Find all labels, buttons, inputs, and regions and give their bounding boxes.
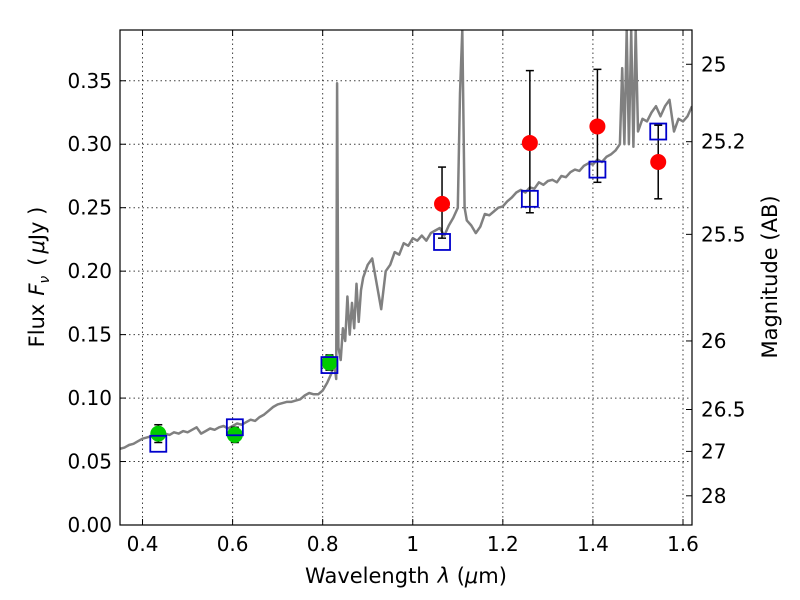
red-data-point <box>589 118 606 135</box>
x-axis-label: Wavelength λ (μm) <box>305 564 507 588</box>
model-photometry-square <box>649 122 668 141</box>
red-data-point <box>521 134 538 151</box>
x-tick-label: 0.8 <box>307 532 339 556</box>
x-tick-label: 1.6 <box>667 532 699 556</box>
x-tick-label: 1.4 <box>577 532 609 556</box>
y-axis-label: FluxFν(μJy ) <box>25 207 53 348</box>
grid <box>120 30 692 526</box>
green-data-point <box>321 354 338 371</box>
y-tick-label: 0.15 <box>67 323 112 347</box>
red-data-point <box>434 195 451 212</box>
y-tick-label: 0.20 <box>67 259 112 283</box>
y-tick-label: 0.35 <box>67 69 112 93</box>
model-photometry-square <box>225 418 244 437</box>
model-spectrum-line <box>120 30 692 451</box>
y-tick-label: 0.00 <box>67 513 112 537</box>
plot-frame <box>119 29 693 526</box>
y-tick-label: 0.25 <box>67 196 112 220</box>
x-tick-label: 1 <box>406 532 419 556</box>
model-photometry-square <box>520 189 539 208</box>
y-tick-label: 0.05 <box>67 450 112 474</box>
x-tick-label: 0.4 <box>127 532 159 556</box>
markers <box>149 118 668 453</box>
model-photometry-square <box>588 160 607 179</box>
model-photometry-square <box>433 233 451 251</box>
y-tick-label: 0.30 <box>67 132 112 156</box>
model-photometry-square <box>149 434 168 453</box>
mag-tick-label: 25.5 <box>701 222 746 246</box>
ticks: 0.4 0.6 0.8 1 1.2 1.4 1.6 0.00 0.05 0.10 0.15 0.20 0… <box>67 30 746 556</box>
mag-tick-label: 26 <box>701 329 726 353</box>
x-tick-label: 0.6 <box>217 532 249 556</box>
mag-tick-label: 26.5 <box>701 398 746 422</box>
secondary-y-axis-label: Magnitude (AB) <box>758 195 782 358</box>
red-data-point <box>650 154 667 170</box>
mag-tick-label: 25 <box>701 52 726 76</box>
mag-tick-label: 25.2 <box>701 130 746 154</box>
model-photometry-square <box>320 356 339 374</box>
x-tick-label: 1.2 <box>487 532 519 556</box>
green-data-point <box>150 425 167 442</box>
model-spectrum <box>120 30 692 451</box>
y-tick-label: 0.10 <box>67 386 112 410</box>
mag-tick-label: 27 <box>701 439 726 463</box>
mag-tick-label: 28 <box>701 484 726 508</box>
